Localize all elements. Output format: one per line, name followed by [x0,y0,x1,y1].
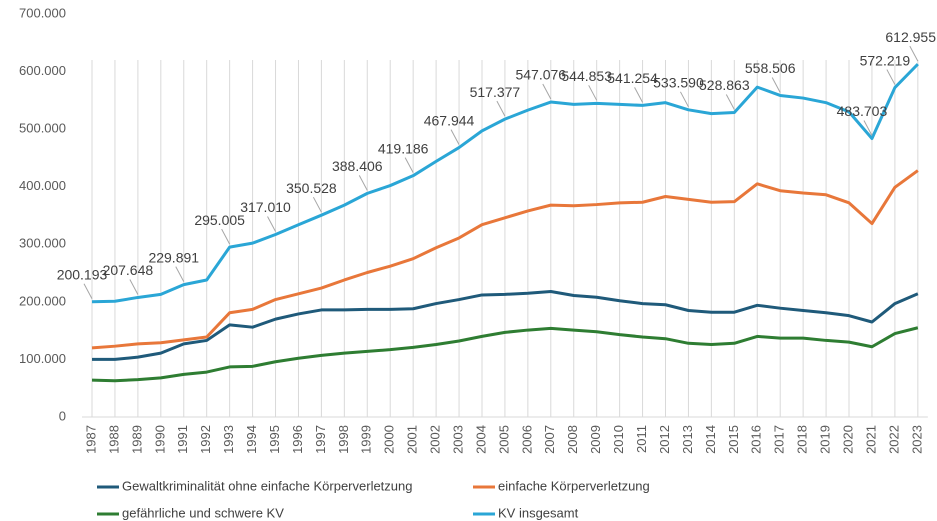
x-tick-label: 2022 [886,425,901,454]
x-tick-label: 1999 [359,425,374,454]
data-label: 547.076 [515,67,566,83]
y-tick-label: 0 [59,408,66,423]
x-tick-label: 1987 [83,425,98,454]
y-tick-label: 500.000 [19,121,66,136]
leader-line [679,91,689,108]
leader-line [221,228,231,245]
x-tick-label: 2019 [818,425,833,454]
data-label: 544.853 [561,68,612,84]
leader-line [267,216,276,232]
legend-label: gefährliche und schwere KV [122,505,284,520]
data-label: 533.590 [653,75,704,91]
line [92,289,919,361]
legend-label: KV insgesamt [498,505,579,520]
x-tick-label: 2003 [450,425,465,454]
x-tick-label: 2018 [795,425,810,454]
leader-line [588,85,598,101]
x-tick-label: 2007 [542,425,557,454]
x-tick-label: 2009 [588,425,603,454]
x-tick-label: 1997 [313,425,328,454]
y-tick-label: 700.000 [19,5,66,20]
y-tick-label: 200.000 [19,293,66,308]
data-label: 419.186 [378,140,429,156]
line [91,63,919,304]
x-tick-label: 2017 [772,425,787,454]
x-tick-label: 2001 [405,425,420,454]
x-tick-label: 1990 [152,425,167,454]
x-tick-label: 2016 [749,425,764,454]
leader-line [450,129,460,145]
x-tick-label: 1998 [336,425,351,454]
leader-line [725,94,735,110]
x-tick-label: 2012 [657,425,672,454]
data-label: 295.005 [194,212,245,228]
x-tick-label: 1989 [129,425,144,454]
data-label: 350.528 [286,180,337,196]
y-tick-label: 100.000 [19,351,66,366]
line [91,169,919,350]
leader-line [312,196,322,213]
x-tick-label: 2013 [680,425,695,454]
x-tick-label: 2021 [863,425,878,454]
leader-line [404,157,414,173]
leader-line [175,266,185,282]
leader-line [542,83,552,100]
x-tick-label: 1994 [244,425,259,454]
x-tick-label: 1988 [106,425,121,454]
x-tick-label: 1996 [290,425,305,454]
leader-line [83,283,93,299]
data-label: 528.863 [699,77,750,93]
x-tick-label: 2011 [634,425,649,453]
data-label: 207.648 [103,262,154,278]
data-label: 467.944 [424,112,475,128]
data-label: 388.406 [332,158,383,174]
x-tick-label: 2004 [473,425,488,454]
x-tick-label: 2010 [611,425,626,454]
data-label: 483.703 [837,103,888,119]
x-tick-label: 2020 [840,425,855,454]
data-label: 200.193 [57,266,108,282]
legend-label: Gewaltkriminalität ohne einfache Körperv… [122,478,413,493]
x-tick-label: 1991 [175,425,190,454]
line [91,326,919,383]
x-tick-label: 2002 [428,425,443,454]
x-tick-label: 2014 [703,425,718,454]
data-label: 229.891 [148,249,199,265]
x-tick-label: 2008 [565,425,580,454]
leader-line [886,69,896,85]
leader-line [496,100,506,117]
leader-line [909,45,919,62]
x-tick-label: 1993 [221,425,236,454]
leader-line [358,175,368,191]
x-tick-label: 1995 [267,425,282,454]
data-label: 612.955 [885,29,936,45]
x-tick-label: 1992 [198,425,213,454]
leader-line [863,120,873,136]
data-label: 517.377 [470,84,521,100]
leader-line [129,279,139,295]
x-tick-label: 2000 [382,425,397,454]
leader-line [771,77,781,93]
y-tick-label: 600.000 [19,63,66,78]
x-tick-label: 2023 [909,425,924,454]
data-label: 558.506 [745,60,796,76]
x-tick-label: 2015 [726,425,741,454]
x-tick-label: 2005 [496,425,511,454]
x-tick-label: 2006 [519,425,534,454]
data-label: 541.254 [607,70,658,86]
leader-line [634,87,644,103]
y-tick-label: 400.000 [19,178,66,193]
legend-label: einfache Körperverletzung [498,478,650,493]
y-tick-label: 300.000 [19,236,66,251]
data-label: 572.219 [860,52,911,68]
data-label: 317.010 [240,199,291,215]
